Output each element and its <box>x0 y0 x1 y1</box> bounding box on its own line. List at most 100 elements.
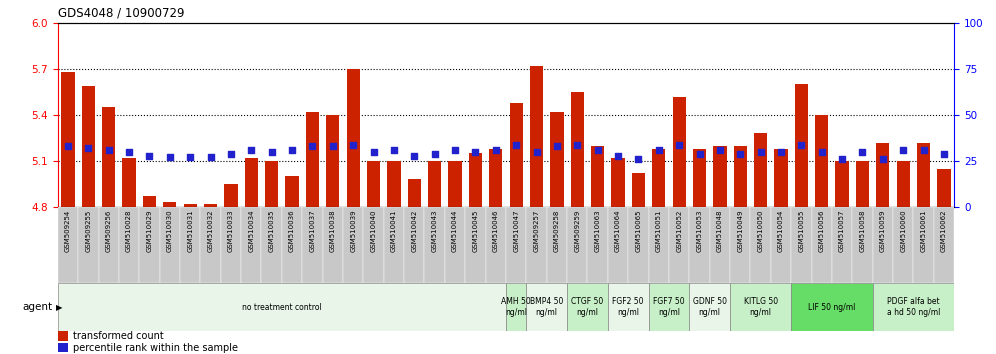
Bar <box>448 161 462 207</box>
Bar <box>896 161 910 207</box>
Bar <box>58 207 78 283</box>
Bar <box>754 133 767 207</box>
Text: AMH 50
ng/ml: AMH 50 ng/ml <box>501 297 531 317</box>
Point <box>406 153 422 158</box>
Text: GSM509258: GSM509258 <box>554 209 560 252</box>
Bar <box>424 207 445 283</box>
Point <box>915 147 931 153</box>
Bar <box>872 207 893 283</box>
Bar <box>119 207 139 283</box>
Point <box>549 143 565 149</box>
Point <box>488 147 504 153</box>
Bar <box>102 107 116 207</box>
Bar <box>383 207 404 283</box>
Text: GSM510045: GSM510045 <box>472 209 478 252</box>
Text: GSM510050: GSM510050 <box>758 209 764 252</box>
Text: GSM510062: GSM510062 <box>941 209 947 252</box>
Bar <box>163 202 176 207</box>
Bar <box>58 331 68 341</box>
Bar <box>689 207 710 283</box>
Bar <box>812 207 832 283</box>
Bar <box>791 283 872 331</box>
Bar <box>937 169 950 207</box>
Bar <box>407 179 421 207</box>
Text: GSM510065: GSM510065 <box>635 209 641 252</box>
Bar <box>200 207 221 283</box>
Bar <box>652 149 665 207</box>
Point <box>835 156 851 162</box>
Text: GSM510063: GSM510063 <box>595 209 601 252</box>
Text: GSM510033: GSM510033 <box>228 209 234 252</box>
Text: CTGF 50
ng/ml: CTGF 50 ng/ml <box>572 297 604 317</box>
Point <box>814 149 830 155</box>
Point <box>202 155 218 160</box>
Point <box>141 153 157 158</box>
Point <box>366 149 381 155</box>
Point <box>936 151 952 156</box>
Point <box>101 147 117 153</box>
Bar <box>428 161 441 207</box>
Bar <box>180 207 200 283</box>
Text: GSM509256: GSM509256 <box>106 209 112 252</box>
Bar <box>347 69 360 207</box>
Point <box>753 149 769 155</box>
Bar <box>526 283 567 331</box>
Text: GSM510049: GSM510049 <box>737 209 743 252</box>
Text: GSM510040: GSM510040 <box>371 209 376 252</box>
Text: GSM509255: GSM509255 <box>86 209 92 252</box>
Point <box>60 143 76 149</box>
Text: GSM510057: GSM510057 <box>839 209 846 252</box>
Point <box>426 151 442 156</box>
Bar <box>648 283 689 331</box>
Point <box>691 151 707 156</box>
Bar <box>323 207 343 283</box>
Point <box>671 142 687 147</box>
Bar <box>58 283 506 331</box>
Bar <box>628 207 648 283</box>
Text: GSM510059: GSM510059 <box>879 209 885 252</box>
Point <box>508 142 524 147</box>
Point <box>223 151 239 156</box>
Bar <box>183 204 197 207</box>
Bar <box>872 283 954 331</box>
Point <box>467 149 483 155</box>
Text: GSM510037: GSM510037 <box>310 209 316 252</box>
Point <box>794 142 810 147</box>
Bar <box>262 207 282 283</box>
Bar <box>571 92 584 207</box>
Point <box>874 156 890 162</box>
Bar <box>489 149 502 207</box>
Bar <box>832 207 853 283</box>
Bar <box>286 176 299 207</box>
Text: GSM510028: GSM510028 <box>126 209 132 252</box>
Bar <box>631 173 645 207</box>
Text: GSM510053: GSM510053 <box>696 209 702 252</box>
Text: GSM510060: GSM510060 <box>900 209 906 252</box>
Bar <box>689 283 730 331</box>
Bar <box>608 207 628 283</box>
Bar <box>669 207 689 283</box>
Bar <box>486 207 506 283</box>
Text: GSM510036: GSM510036 <box>289 209 295 252</box>
Bar <box>204 204 217 207</box>
Point <box>161 155 178 160</box>
Text: BMP4 50
ng/ml: BMP4 50 ng/ml <box>530 297 564 317</box>
Bar <box>82 86 95 207</box>
Text: GSM510032: GSM510032 <box>207 209 213 252</box>
Bar <box>265 161 278 207</box>
Bar <box>853 207 872 283</box>
Bar <box>343 207 364 283</box>
Text: GSM510046: GSM510046 <box>493 209 499 252</box>
Bar <box>387 161 400 207</box>
Text: GSM510064: GSM510064 <box>615 209 622 252</box>
Text: GSM510042: GSM510042 <box>411 209 417 252</box>
Bar <box>221 207 241 283</box>
Text: FGF2 50
ng/ml: FGF2 50 ng/ml <box>613 297 644 317</box>
Bar <box>730 207 750 283</box>
Text: GSM510029: GSM510029 <box>146 209 152 252</box>
Bar <box>306 112 319 207</box>
Bar <box>730 283 791 331</box>
Bar <box>550 112 564 207</box>
Bar <box>530 66 543 207</box>
Text: GSM510058: GSM510058 <box>860 209 866 252</box>
